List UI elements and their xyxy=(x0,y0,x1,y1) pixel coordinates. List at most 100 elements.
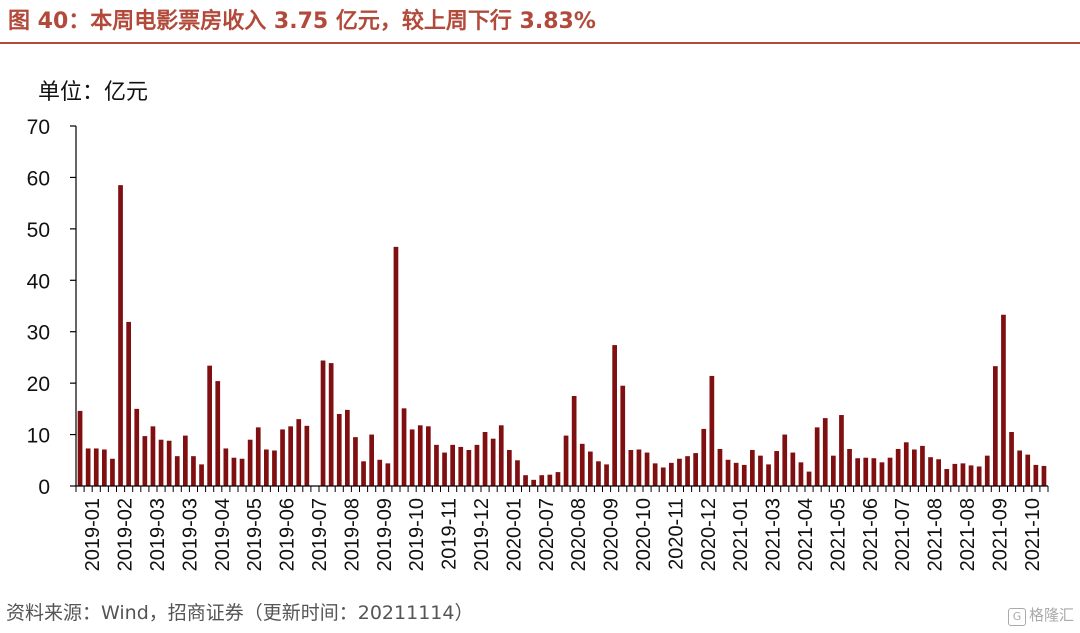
x-tick-label: 2019-06 xyxy=(277,498,299,571)
bar xyxy=(912,449,917,486)
bar xyxy=(458,446,464,486)
bar xyxy=(385,463,391,486)
x-tick-label: 2019-05 xyxy=(244,498,266,571)
x-tick-label: 2019-03 xyxy=(147,498,169,571)
y-tick-label: 40 xyxy=(27,270,50,293)
bar xyxy=(320,360,326,486)
bar xyxy=(1009,432,1014,486)
bar xyxy=(450,444,455,486)
x-tick-label: 2020-07 xyxy=(536,498,558,571)
bar xyxy=(272,450,277,486)
y-tick-label: 30 xyxy=(27,322,50,345)
bar xyxy=(110,458,115,486)
x-tick-label: 2019-10 xyxy=(406,498,428,571)
x-tick-label: 2020-12 xyxy=(698,498,720,571)
bar xyxy=(685,456,690,486)
bar xyxy=(288,426,293,486)
y-tick-label: 70 xyxy=(27,116,50,139)
bar xyxy=(466,450,472,486)
x-tick-label: 2020-09 xyxy=(601,498,623,571)
bar xyxy=(887,457,893,486)
bar xyxy=(353,437,358,486)
bar xyxy=(871,458,877,486)
x-tick-label: 2020-08 xyxy=(568,498,590,571)
bar xyxy=(264,449,269,486)
x-tick-label: 2019-03 xyxy=(179,498,201,571)
x-tick-label: 2021-09 xyxy=(989,498,1011,571)
bar xyxy=(806,471,812,486)
source-note: 资料来源：Wind，招商证券（更新时间：20211114） xyxy=(6,602,474,624)
bar xyxy=(1025,454,1031,486)
bar xyxy=(579,443,585,486)
bar xyxy=(393,246,399,486)
x-tick-label: 2021-08 xyxy=(925,498,947,571)
bar xyxy=(199,464,204,486)
bar xyxy=(231,457,237,486)
bar xyxy=(336,414,342,486)
x-tick-label: 2021-03 xyxy=(763,498,785,571)
bar xyxy=(434,444,439,486)
bar xyxy=(758,455,763,486)
bar xyxy=(1041,465,1047,486)
bar xyxy=(928,457,933,486)
bar xyxy=(328,363,334,486)
bar xyxy=(515,460,520,486)
watermark-text: 格隆汇 xyxy=(1028,606,1074,624)
y-axis: 0 10 20 30 40 50 60 70 xyxy=(27,116,77,499)
unit-label: 单位：亿元 xyxy=(38,80,149,105)
bar xyxy=(539,475,545,486)
bar xyxy=(920,445,925,486)
bar xyxy=(895,448,901,486)
bar xyxy=(612,345,617,486)
bar xyxy=(304,425,310,486)
watermark: G 格隆汇 xyxy=(1007,604,1074,626)
x-tick-label: 2021-05 xyxy=(827,498,849,571)
bar xyxy=(191,456,196,486)
bar xyxy=(725,459,731,486)
bar xyxy=(296,419,302,486)
bar xyxy=(409,429,415,486)
bar xyxy=(223,448,229,486)
bar xyxy=(150,426,156,486)
x-tick-label: 2019-02 xyxy=(115,498,137,571)
bar xyxy=(523,475,528,486)
bar xyxy=(677,458,682,486)
bar xyxy=(604,464,609,486)
x-tick-label: 2020-01 xyxy=(503,498,525,571)
bar xyxy=(442,452,447,486)
bar xyxy=(814,427,820,486)
bar xyxy=(85,448,91,486)
bar xyxy=(790,452,796,486)
logo-icon: G xyxy=(1007,608,1026,626)
bar xyxy=(417,425,423,486)
x-tick-label: 2021-07 xyxy=(892,498,914,571)
bar xyxy=(596,461,601,486)
bar xyxy=(952,463,958,486)
bar xyxy=(863,457,869,486)
bar xyxy=(903,442,909,486)
bar xyxy=(134,408,140,486)
bar xyxy=(660,467,666,486)
bar xyxy=(1033,464,1039,486)
bar xyxy=(766,464,771,486)
bar xyxy=(239,458,245,486)
bar xyxy=(571,396,577,486)
bar xyxy=(620,385,626,486)
bar xyxy=(741,464,747,486)
bar xyxy=(960,463,966,486)
bar xyxy=(636,449,642,486)
bar xyxy=(247,439,253,486)
bar xyxy=(102,449,107,486)
x-tick-label: 2021-04 xyxy=(795,498,817,571)
bar xyxy=(482,432,488,486)
bar xyxy=(669,462,674,486)
x-tick-label: 2019-08 xyxy=(341,498,363,571)
x-tick-label: 2021-01 xyxy=(730,498,752,571)
x-tick-label: 2021-10 xyxy=(1022,498,1044,571)
x-tick-label: 2020-10 xyxy=(633,498,655,571)
bar xyxy=(782,434,788,486)
bar xyxy=(993,366,998,486)
chart-title: 图 40：本周电影票房收入 3.75 亿元，较上周下行 3.83% xyxy=(8,9,596,34)
bar xyxy=(490,438,496,486)
bar xyxy=(555,472,561,486)
